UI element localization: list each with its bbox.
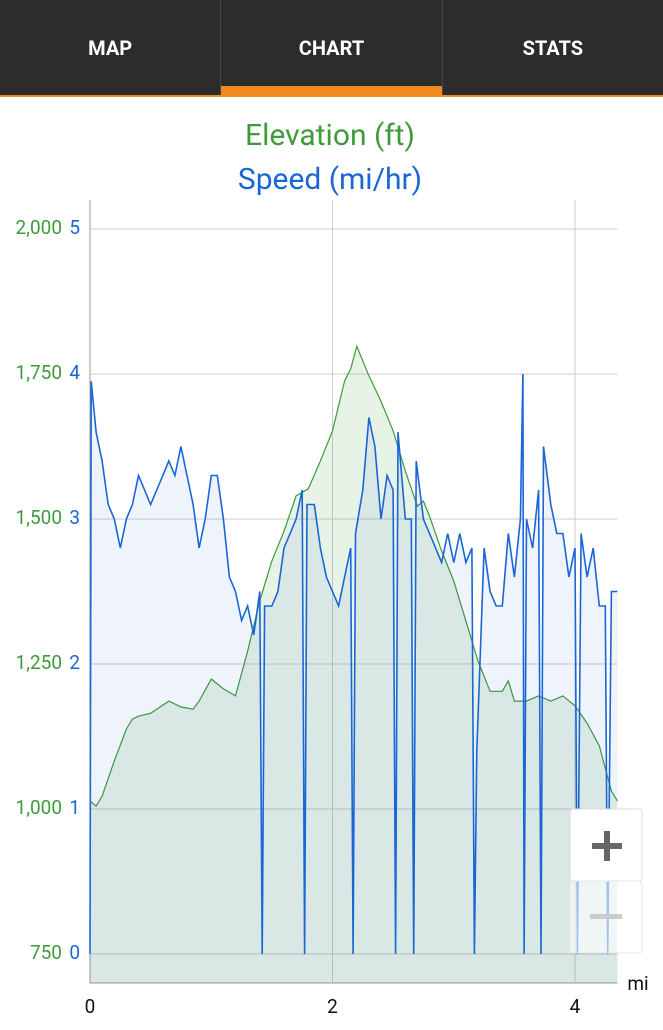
area-fill <box>90 374 618 983</box>
x-tick-label: 0 <box>85 995 96 1018</box>
series-line <box>89 373 618 955</box>
tab[interactable]: MAP <box>0 0 222 95</box>
y2-tick-label: 1,250 <box>16 651 62 674</box>
chart: Elevation (ft) Speed (mi/hr) mi 0 1 2 3 4 5 75… <box>16 118 649 1018</box>
tab-bar: MAP CHART STATS <box>0 0 663 97</box>
plus-icon <box>604 831 610 861</box>
tab[interactable]: STATS <box>522 35 584 60</box>
y-tick-label: 3 <box>69 506 80 529</box>
chart-title: Elevation (ft) <box>245 118 415 153</box>
y-tick-label: 2 <box>69 651 80 674</box>
minus-icon <box>590 914 622 919</box>
zoom-controls <box>569 808 643 954</box>
x-tick-label: 2 <box>327 995 338 1018</box>
chart-subtitle: Speed (mi/hr) <box>238 162 422 197</box>
y2-tick-label: 750 <box>30 941 62 964</box>
y-tick-label: 4 <box>69 361 80 384</box>
y-tick-label: 0 <box>69 941 80 964</box>
y2-tick-label: 1,500 <box>16 506 62 529</box>
y2-tick-label: 2,000 <box>16 216 62 239</box>
x-axis-label: mi <box>627 972 648 995</box>
area-fill <box>90 346 618 983</box>
tab[interactable]: CHART <box>221 0 443 95</box>
y2-tick-label: 1,750 <box>16 361 62 384</box>
y2-tick-label: 1,000 <box>16 796 62 819</box>
x-tick-label: 4 <box>570 995 581 1018</box>
series-line <box>89 344 618 808</box>
y-tick-label: 1 <box>69 796 80 819</box>
y-tick-label: 5 <box>69 216 80 239</box>
